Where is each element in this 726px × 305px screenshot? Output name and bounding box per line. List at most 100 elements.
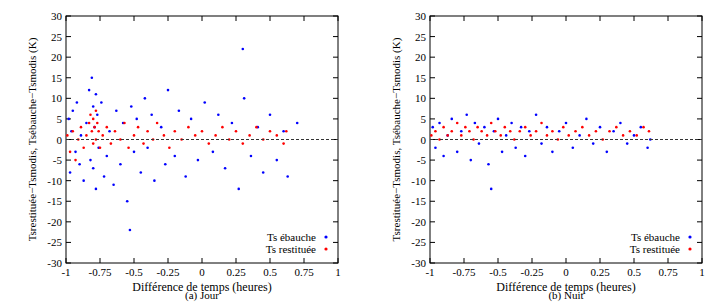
y-tick-label: -10 — [47, 175, 62, 187]
scatter-point — [106, 155, 109, 158]
scatter-point — [66, 134, 69, 137]
scatter-point — [262, 171, 265, 174]
x-tick-label: 0 — [199, 266, 205, 278]
scatter-point — [250, 155, 253, 158]
scatter-point — [490, 122, 493, 125]
scatter-point — [146, 130, 149, 133]
scatter-point — [142, 142, 145, 145]
y-tick-mirror — [333, 36, 338, 37]
scatter-point — [509, 130, 512, 133]
plot-frame — [66, 16, 338, 263]
x-tick-label: -0.25 — [521, 266, 544, 278]
scatter-point — [115, 109, 118, 112]
scatter-point — [487, 163, 490, 166]
x-tick — [600, 258, 601, 263]
scatter-point — [501, 151, 504, 154]
scatter-point — [153, 179, 156, 182]
x-tick-label: 1 — [699, 266, 705, 278]
x-tick-mirror — [668, 16, 669, 21]
scatter-point — [446, 134, 449, 137]
scatter-point — [588, 134, 591, 137]
x-tick-mirror — [430, 16, 431, 21]
scatter-point — [456, 151, 459, 154]
y-tick-label: 25 — [51, 31, 63, 43]
scatter-point — [446, 134, 449, 137]
y-tick-mirror — [697, 221, 702, 222]
scatter-point — [91, 76, 94, 79]
x-tick-mirror — [202, 16, 203, 21]
scatter-point — [635, 134, 638, 137]
x-tick-mirror — [236, 16, 237, 21]
scatter-point — [174, 130, 177, 133]
x-tick — [668, 258, 669, 263]
y-tick — [430, 36, 435, 37]
x-tick-mirror — [702, 16, 703, 21]
scatter-point — [248, 134, 251, 137]
scatter-point — [106, 126, 109, 129]
scatter-point — [276, 159, 279, 162]
scatter-point — [208, 142, 211, 145]
legend-label: Ts restituée — [266, 243, 316, 255]
y-tick-label: -15 — [411, 195, 426, 207]
scatter-point — [497, 118, 500, 121]
scatter-point — [476, 126, 479, 129]
x-tick-label: -0.75 — [453, 266, 476, 278]
y-tick — [430, 201, 435, 202]
legend-swatch — [324, 235, 327, 238]
scatter-point — [127, 146, 130, 149]
x-tick-mirror — [304, 16, 305, 21]
scatter-point — [150, 114, 153, 117]
x-tick-label: -0.25 — [157, 266, 180, 278]
scatter-point — [276, 134, 279, 137]
y-tick-label: 30 — [51, 10, 63, 22]
y-tick-mirror — [333, 160, 338, 161]
scatter-point — [592, 142, 595, 145]
scatter-point — [528, 130, 531, 133]
y-tick-mirror — [333, 263, 338, 264]
scatter-point — [130, 105, 133, 108]
y-tick — [430, 221, 435, 222]
scatter-point — [112, 183, 115, 186]
scatter-point — [567, 134, 570, 137]
scatter-point — [490, 188, 493, 191]
scatter-point — [442, 155, 445, 158]
scatter-point — [146, 146, 149, 149]
scatter-point — [606, 151, 609, 154]
y-tick-mirror — [333, 221, 338, 222]
x-tick — [498, 258, 499, 263]
scatter-point — [520, 126, 523, 129]
x-tick-mirror — [168, 16, 169, 21]
scatter-point — [456, 122, 459, 125]
scatter-point — [504, 126, 507, 129]
legend: Ts ébaucheTs restituée — [630, 231, 692, 255]
x-tick — [134, 258, 135, 263]
scatter-point — [108, 130, 111, 133]
x-tick-mirror — [498, 16, 499, 21]
y-tick-label: -30 — [411, 257, 426, 269]
scatter-point — [465, 114, 468, 117]
scatter-point — [103, 175, 106, 178]
x-tick — [270, 258, 271, 263]
x-tick — [100, 258, 101, 263]
scatter-point — [99, 146, 102, 149]
scatter-point — [255, 126, 258, 129]
scatter-point — [585, 118, 588, 121]
x-tick — [634, 258, 635, 263]
scatter-point — [67, 118, 70, 121]
scatter-point — [578, 134, 581, 137]
legend-swatch — [688, 247, 691, 250]
scatter-point — [174, 155, 177, 158]
panel: -30-25-20-15-10-5051015202530-1-0.75-0.5… — [26, 10, 341, 302]
scatter-point — [546, 134, 549, 137]
scatter-point — [243, 97, 246, 100]
x-tick-mirror — [532, 16, 533, 21]
scatter-point — [529, 134, 532, 137]
scatter-point — [69, 151, 72, 154]
scatter-point — [480, 130, 483, 133]
y-tick-mirror — [333, 98, 338, 99]
series — [430, 122, 650, 141]
data-layer — [430, 114, 702, 191]
scatter-point — [470, 159, 473, 162]
y-tick-mirror — [697, 118, 702, 119]
scatter-point — [164, 163, 167, 166]
